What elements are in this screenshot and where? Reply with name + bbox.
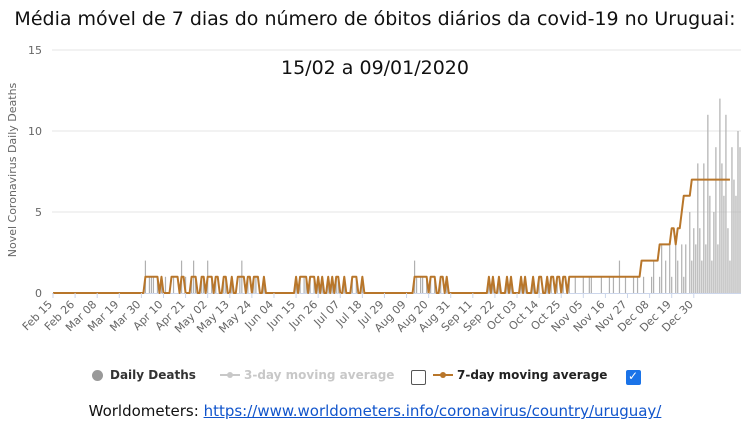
daily-deaths-bar <box>255 276 257 293</box>
seven-day-average-path <box>53 178 730 294</box>
daily-deaths-bar <box>550 276 552 293</box>
daily-deaths-bar <box>152 276 155 293</box>
grid-lines <box>52 49 741 294</box>
daily-deaths-bar <box>689 212 691 293</box>
legend-3day-label: 3-day moving average <box>244 368 395 382</box>
daily-deaths-bar <box>636 276 639 293</box>
legend-daily-label: Daily Deaths <box>110 368 196 382</box>
daily-deaths-bar <box>693 228 695 293</box>
chart-title: Média móvel de 7 dias do número de óbito… <box>14 8 736 30</box>
daily-deaths-bars <box>144 98 741 293</box>
legend-7day-label: 7-day moving average <box>457 368 608 382</box>
daily-deaths-bar <box>723 195 725 293</box>
legend-daily-deaths[interactable]: Daily Deaths <box>92 368 196 382</box>
daily-deaths-bar <box>420 276 422 293</box>
daily-deaths-bar <box>150 276 153 293</box>
daily-deaths-bar <box>225 276 227 293</box>
daily-deaths-bar <box>590 276 592 293</box>
source-link[interactable]: https://www.worldometers.info/coronaviru… <box>203 402 662 420</box>
y-axis-ticks: 0 5 10 15 <box>28 44 42 300</box>
daily-deaths-bar <box>671 276 673 293</box>
daily-deaths-bar <box>727 228 729 293</box>
daily-deaths-bar <box>691 260 693 293</box>
daily-deaths-bar <box>422 276 424 293</box>
daily-deaths-bar <box>709 195 711 293</box>
daily-deaths-bar <box>737 131 739 293</box>
daily-deaths-bar <box>683 276 685 293</box>
daily-deaths-bar <box>725 114 727 293</box>
y-tick-label: 5 <box>35 206 42 219</box>
daily-deaths-bar <box>582 276 584 293</box>
legend-7day-average[interactable]: 7-day moving average <box>433 368 607 382</box>
daily-deaths-bar <box>701 260 703 293</box>
daily-deaths-bar <box>719 98 721 293</box>
daily-deaths-bar <box>675 244 677 293</box>
daily-deaths-bar <box>715 147 717 293</box>
daily-deaths-bar <box>632 276 635 293</box>
daily-deaths-bar <box>681 244 683 293</box>
daily-deaths-bar <box>164 276 167 293</box>
daily-deaths-bar <box>731 147 733 293</box>
daily-deaths-bar <box>247 276 249 293</box>
daily-deaths-bar <box>711 260 713 293</box>
daily-deaths-bar <box>574 276 576 293</box>
daily-deaths-bar <box>699 228 701 293</box>
daily-deaths-bar <box>303 276 305 293</box>
daily-deaths-bar <box>729 260 731 293</box>
daily-deaths-bar <box>661 244 663 293</box>
daily-deaths-bar <box>305 276 307 293</box>
daily-deaths-bar <box>713 212 715 293</box>
daily-deaths-bar <box>148 276 151 293</box>
source-citation: Worldometers: https://www.worldometers.i… <box>0 402 750 420</box>
daily-deaths-bar <box>642 276 645 293</box>
daily-deaths-bar <box>685 244 687 293</box>
daily-deaths-dot-icon <box>92 369 103 381</box>
daily-deaths-bar <box>697 163 699 293</box>
daily-deaths-bar <box>695 244 697 293</box>
daily-deaths-bar <box>677 260 679 293</box>
daily-deaths-bar <box>703 163 705 293</box>
y-tick-label: 10 <box>28 125 42 138</box>
daily-deaths-bar <box>721 163 723 293</box>
daily-deaths-bar <box>600 276 602 293</box>
y-tick-label: 15 <box>28 44 42 57</box>
daily-deaths-bar <box>739 147 741 293</box>
daily-deaths-bar <box>669 244 671 293</box>
chart-legend: Daily Deaths 3-day moving average 7-day … <box>0 366 750 388</box>
daily-deaths-bar <box>612 276 615 293</box>
daily-deaths-bar <box>653 260 655 293</box>
daily-deaths-bar <box>717 244 719 293</box>
daily-deaths-bar <box>337 276 339 293</box>
daily-deaths-bar <box>659 276 661 293</box>
legend-3day-average[interactable]: 3-day moving average <box>220 368 394 382</box>
ma7-checkbox[interactable] <box>626 369 641 385</box>
line-marker-icon <box>220 372 240 378</box>
chart-subtitle: 15/02 a 09/01/2020 <box>281 57 469 79</box>
daily-deaths-bar <box>733 179 735 293</box>
line-marker-icon <box>433 372 453 378</box>
ma3-checkbox[interactable] <box>411 370 426 385</box>
daily-deaths-bar <box>239 276 241 293</box>
daily-deaths-bar <box>172 276 175 293</box>
y-tick-label: 0 <box>35 287 42 300</box>
daily-deaths-bar <box>705 244 707 293</box>
y-axis-label: Novel Coronavirus Daily Deaths <box>6 82 19 257</box>
seven-day-average-line <box>53 178 730 294</box>
daily-deaths-bar <box>707 114 709 293</box>
daily-deaths-bar <box>215 276 217 293</box>
daily-deaths-bar <box>735 195 737 293</box>
source-prefix: Worldometers: <box>88 402 199 420</box>
daily-deaths-bar <box>651 276 653 293</box>
daily-deaths-bar <box>624 276 627 293</box>
daily-deaths-bar <box>415 276 418 293</box>
daily-deaths-bar <box>608 276 611 293</box>
daily-deaths-bar <box>665 260 667 293</box>
daily-deaths-bar <box>588 276 590 293</box>
